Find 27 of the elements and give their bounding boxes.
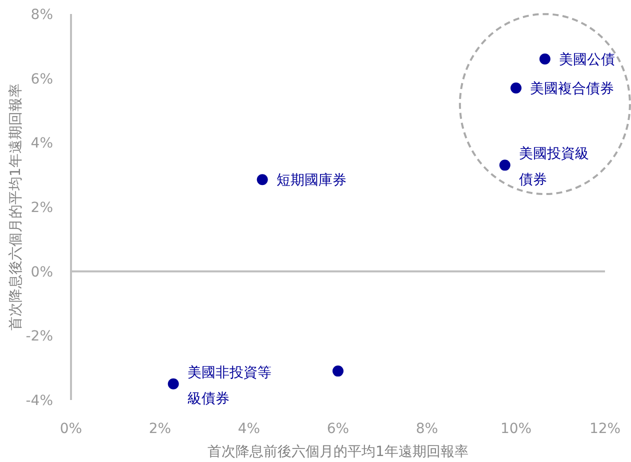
y-tick-label: 8%: [30, 7, 53, 23]
y-tick-label: 6%: [30, 71, 53, 88]
annotation: 美國公債: [558, 52, 615, 68]
annotation: 美國非投資等級債券: [187, 364, 272, 407]
point: [256, 174, 268, 186]
point: [168, 378, 179, 390]
x-tick-label: 8%: [416, 421, 438, 437]
annotation: 美國投資級債券: [518, 146, 589, 188]
x-axis-title: 首次降息前後六個月的平均1年遠期回報率: [208, 444, 468, 460]
x-tick-label: 2%: [148, 421, 172, 437]
x-tick-label: 0%: [60, 421, 82, 437]
x-tick-label: 12%: [589, 421, 621, 437]
annotation: 短期國庫券: [276, 172, 346, 189]
annotation: 美國複合債券: [530, 80, 614, 97]
y-tick-label: 4%: [30, 136, 53, 152]
point: [499, 160, 510, 171]
y-axis-title: 首次降息後六個月的平均1年遠期回報率: [8, 84, 24, 330]
y-tick-label: -2%: [26, 328, 53, 345]
y-tick-label: 2%: [30, 200, 53, 216]
y-tick-label: -4%: [26, 393, 53, 409]
point: [539, 54, 550, 65]
x-tick-label: 4%: [238, 421, 260, 437]
y-tick-label: 0%: [30, 264, 53, 280]
x-tick-label: 6%: [326, 421, 350, 437]
point: [510, 82, 522, 94]
point: [332, 366, 344, 377]
x-tick-label: 10%: [500, 421, 532, 437]
